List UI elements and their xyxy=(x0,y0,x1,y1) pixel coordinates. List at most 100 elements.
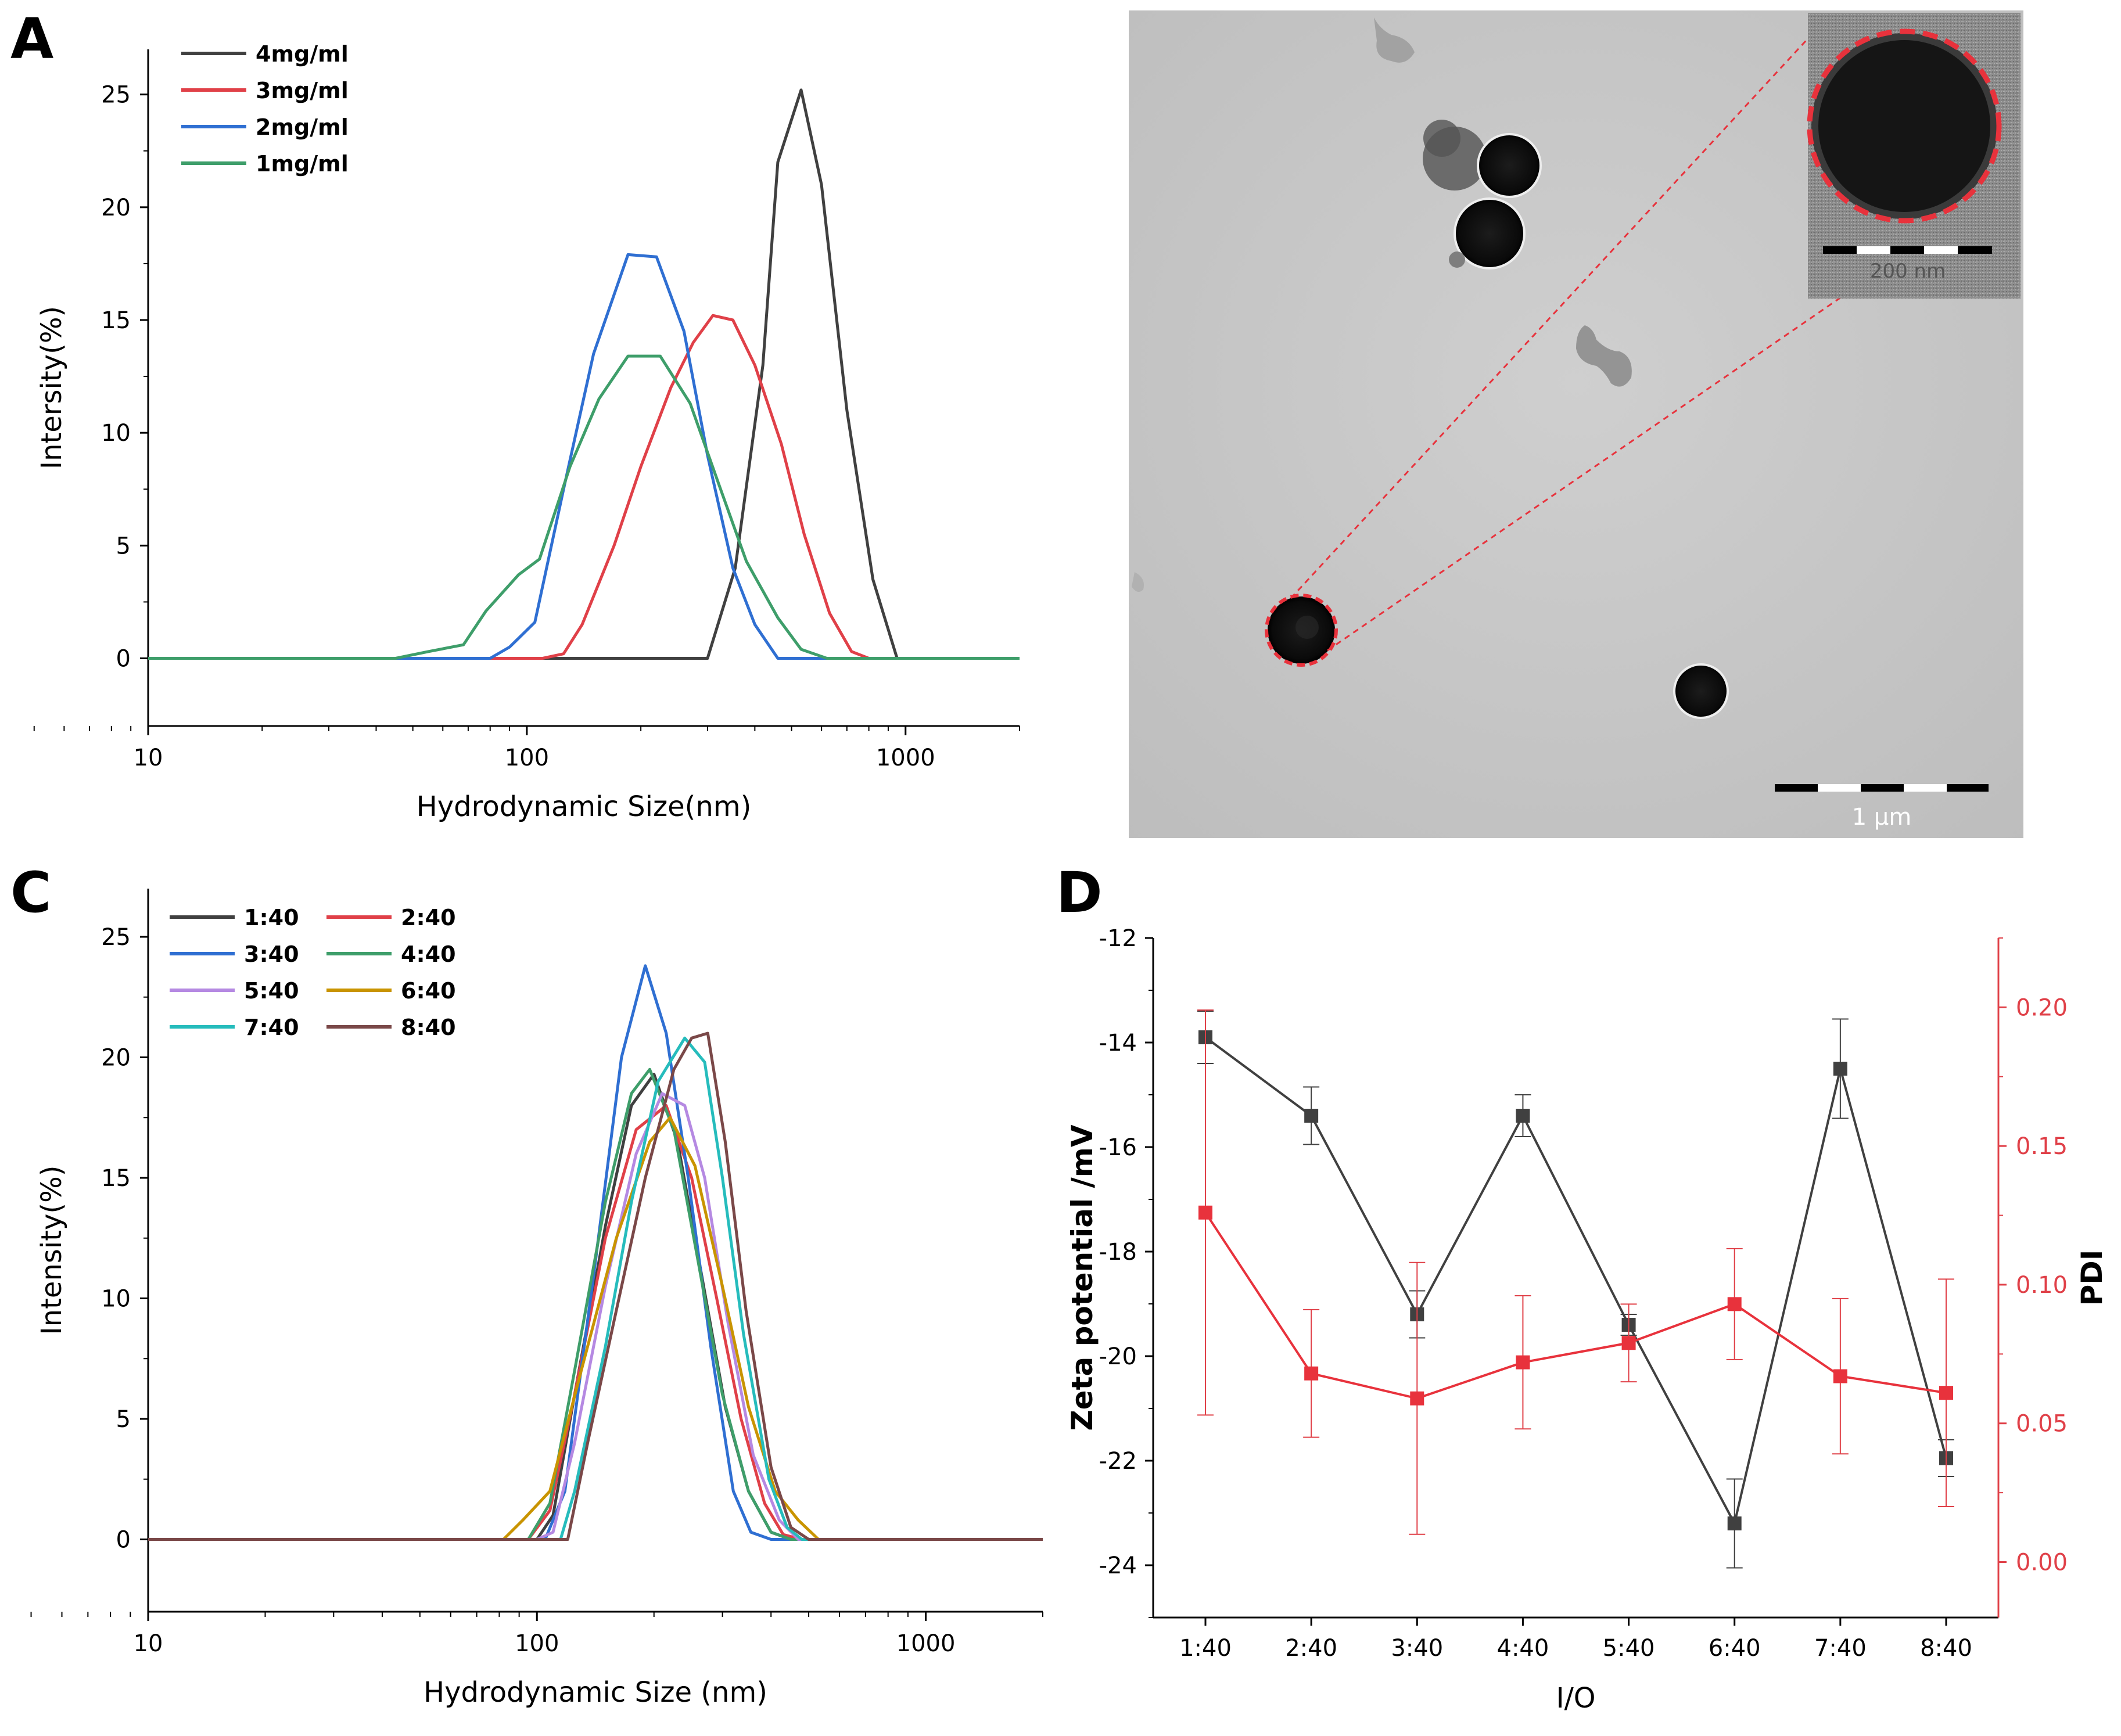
left-y-tick-label: -24 xyxy=(1099,1552,1137,1579)
debris xyxy=(1374,17,1415,63)
data-point xyxy=(1198,1205,1212,1220)
y-axis-label: Intensity(%) xyxy=(35,1166,68,1335)
legend-label: 3mg/ml xyxy=(256,78,349,103)
left-y-tick-label: -16 xyxy=(1099,1134,1137,1161)
x-tick-label: 100 xyxy=(515,1630,559,1657)
data-point xyxy=(1727,1516,1742,1530)
highlight-circle xyxy=(1265,594,1338,667)
chart-c: 0 5 10 15 20 25 10 100 1000 Hydrodynamic Size (nm… xyxy=(30,889,1043,1709)
series-line-2:40 xyxy=(148,1104,1043,1541)
x-tick-label: 5:40 xyxy=(1603,1635,1655,1662)
legend-label: 1mg/ml xyxy=(256,151,349,177)
series-line-5:40 xyxy=(148,1092,1043,1541)
tem-inset: 200 nm xyxy=(1807,13,2020,299)
data-point xyxy=(1621,1336,1636,1350)
x-tick-label: 10 xyxy=(134,1630,163,1657)
series-line-6:40 xyxy=(148,1116,1043,1541)
x-tick-label: 6:40 xyxy=(1709,1635,1761,1662)
right-y-tick-label: 0.10 xyxy=(2016,1272,2068,1299)
legend-label: 4mg/ml xyxy=(256,41,349,67)
x-tick-label: 1000 xyxy=(876,745,935,771)
y-tick-label: 15 xyxy=(101,1165,131,1192)
particle xyxy=(1477,133,1542,198)
y-tick-label: 25 xyxy=(101,924,131,951)
panel-label-d: D xyxy=(1056,860,1103,925)
left-y-tick-label: -14 xyxy=(1099,1030,1137,1056)
right-y-tick-label: 0.20 xyxy=(2016,994,2068,1021)
y-tick-label: 20 xyxy=(101,1045,131,1072)
debris xyxy=(1576,325,1632,387)
series-line-1mg/ml xyxy=(148,354,1020,660)
y-tick-label: 0 xyxy=(116,646,131,673)
y-axis-label: Intersity(%) xyxy=(35,306,68,469)
chart-a: 0 5 10 15 20 25 10 100 1000 Hydrodynamic Size(nm)… xyxy=(33,41,1020,823)
scale-bar xyxy=(1775,784,1989,792)
series-line-8:40 xyxy=(148,1031,1043,1541)
series-line-3:40 xyxy=(148,964,1043,1541)
legend-label: 5:40 xyxy=(244,978,299,1004)
series-line-pdi xyxy=(1204,1212,1947,1400)
x-tick-label: 3:40 xyxy=(1391,1635,1443,1662)
x-tick-label: 1000 xyxy=(896,1630,956,1657)
y-tick-label: 20 xyxy=(101,195,131,221)
legend-label: 3:40 xyxy=(244,941,299,967)
legend-label: 2mg/ml xyxy=(256,114,349,140)
inset-scale-bar xyxy=(1823,246,1992,254)
inset-highlight-circle xyxy=(1807,28,2002,224)
series-line-4:40 xyxy=(148,1068,1043,1541)
particle xyxy=(1423,120,1460,157)
data-point xyxy=(1833,1062,1847,1076)
legend-label: 2:40 xyxy=(401,905,456,930)
series-line-4mg/ml xyxy=(148,88,1020,660)
x-tick-label: 8:40 xyxy=(1920,1635,1972,1662)
data-point xyxy=(1939,1386,1953,1400)
legend-label: 8:40 xyxy=(401,1015,456,1040)
data-point xyxy=(1833,1369,1847,1383)
x-tick-label: 10 xyxy=(134,745,163,771)
legend-label: 7:40 xyxy=(244,1015,299,1040)
x-axis-label: Hydrodynamic Size(nm) xyxy=(417,790,752,823)
data-point xyxy=(1516,1355,1530,1370)
series-line-3mg/ml xyxy=(148,314,1020,660)
left-y-tick-label: -22 xyxy=(1099,1448,1137,1475)
legend-label: 1:40 xyxy=(244,905,299,930)
right-y-tick-label: 0.05 xyxy=(2016,1411,2068,1437)
data-point xyxy=(1516,1109,1530,1123)
inset-scale-label: 200 nm xyxy=(1870,260,1946,283)
debris xyxy=(1132,572,1144,592)
series-line-zeta xyxy=(1204,1036,1947,1527)
y-tick-label: 5 xyxy=(116,533,131,559)
y-tick-label: 5 xyxy=(116,1406,131,1433)
zoom-line xyxy=(1290,34,1813,599)
right-y-axis-label: PDI xyxy=(2075,1250,2109,1306)
panel-label-a: A xyxy=(10,6,53,71)
left-y-tick-label: -12 xyxy=(1099,925,1137,952)
y-tick-label: 0 xyxy=(116,1527,131,1554)
tem-image: 200 nm 1 μm xyxy=(1129,10,2023,838)
panel-label-c: C xyxy=(10,860,51,925)
particle xyxy=(1454,197,1526,269)
left-y-tick-label: -18 xyxy=(1099,1239,1137,1266)
data-point xyxy=(1304,1109,1319,1123)
scale-label: 1 μm xyxy=(1852,804,1912,831)
series-line-7:40 xyxy=(148,1036,1043,1541)
inset-particle xyxy=(1818,40,1990,212)
x-axis-label: I/O xyxy=(1556,1682,1595,1715)
right-y-tick-label: 0.15 xyxy=(2016,1133,2068,1160)
y-tick-label: 10 xyxy=(101,420,131,447)
x-tick-label: 1:40 xyxy=(1179,1635,1232,1662)
data-point xyxy=(1727,1297,1742,1311)
y-tick-label: 25 xyxy=(101,82,131,109)
series-line-1:40 xyxy=(148,1073,1043,1541)
x-tick-label: 4:40 xyxy=(1497,1635,1549,1662)
particle xyxy=(1449,251,1465,268)
series-line-2mg/ml xyxy=(148,253,1020,660)
particle-core xyxy=(1295,616,1319,639)
x-tick-label: 7:40 xyxy=(1814,1635,1867,1662)
x-tick-label: 2:40 xyxy=(1285,1635,1337,1662)
data-point xyxy=(1304,1366,1319,1381)
y-tick-label: 15 xyxy=(101,307,131,334)
right-y-tick-label: 0.00 xyxy=(2016,1549,2068,1576)
particle xyxy=(1673,663,1729,719)
